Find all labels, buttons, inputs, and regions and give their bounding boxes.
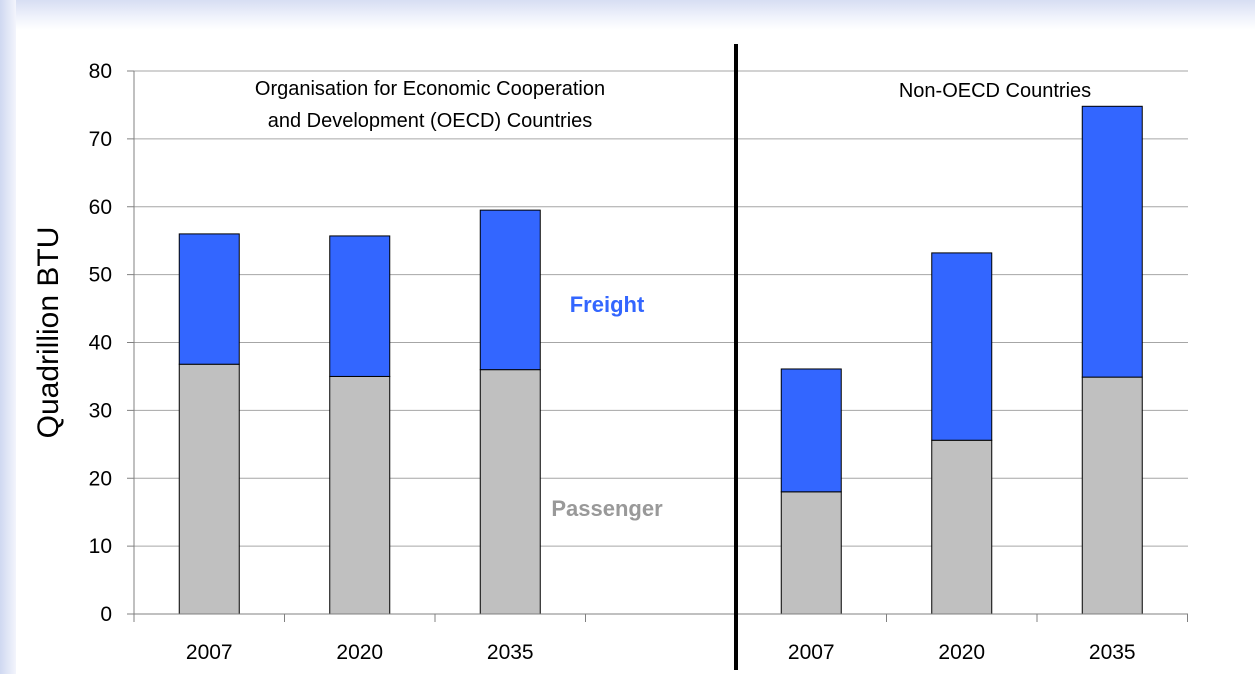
x-tick-label: 2020: [336, 641, 383, 664]
x-tick-label: 2020: [938, 641, 985, 664]
bar-freight-0-2035: [479, 209, 541, 371]
bar-passenger-0-2035: [479, 369, 541, 615]
y-tick-label: 20: [89, 467, 112, 490]
bars: [178, 105, 1143, 615]
bar-passenger-1-2020: [931, 439, 993, 615]
x-tick-label: 2007: [788, 641, 835, 664]
labels: 0 10 20 30 40 50 60 70 80 2007 2020 2035 2007 2020 203…: [32, 60, 1136, 664]
bar-freight-1-2020: [931, 252, 993, 441]
bar-passenger-1-2035: [1081, 376, 1143, 615]
y-tick-label: 0: [100, 603, 112, 626]
y-tick-label: 50: [89, 264, 112, 287]
bar-passenger-0-2007: [178, 363, 240, 615]
group-label-line: Organisation for Economic Cooperation: [255, 78, 605, 100]
bar-freight-1-2007: [780, 368, 842, 493]
y-tick-label: 80: [89, 60, 112, 83]
x-tick-label: 2007: [186, 641, 233, 664]
group-label-line: Non-OECD Countries: [899, 80, 1091, 102]
y-tick-label: 10: [89, 535, 112, 558]
bar-passenger-1-2007: [780, 491, 842, 615]
y-axis-label: Quadrillion BTU: [32, 227, 65, 439]
y-tick-label: 60: [89, 196, 112, 219]
y-tick-label: 30: [89, 399, 112, 422]
axes: [127, 44, 1188, 670]
x-tick-label: 2035: [487, 641, 534, 664]
y-tick-label: 40: [89, 332, 112, 355]
bar-freight-1-2035: [1081, 105, 1143, 378]
series-label-passenger: Passenger: [551, 496, 663, 521]
group-label-line: and Development (OECD) Countries: [268, 110, 593, 132]
gridlines: [134, 70, 1188, 547]
bar-freight-0-2020: [329, 235, 391, 377]
y-tick-label: 70: [89, 128, 112, 151]
x-tick-label: 2035: [1089, 641, 1136, 664]
bar-freight-0-2007: [178, 233, 240, 365]
series-label-freight: Freight: [570, 292, 645, 317]
bar-passenger-0-2020: [329, 375, 391, 615]
